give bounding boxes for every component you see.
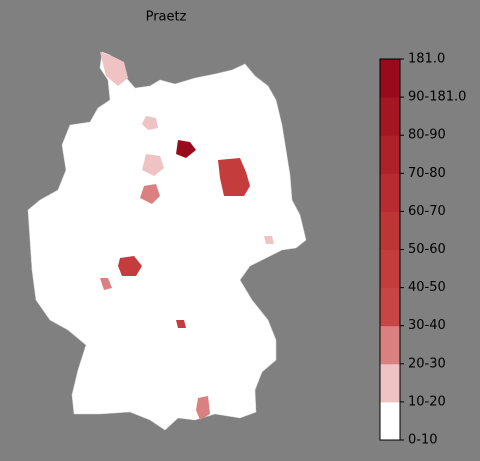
colorbar-label: 80-90 [408, 128, 446, 143]
colorbar-band [380, 287, 400, 327]
colorbar-label: 70-80 [408, 166, 446, 181]
colorbar-label: 60-70 [408, 204, 446, 219]
colorbar-label: 40-50 [408, 280, 446, 295]
region [100, 278, 112, 290]
colorbar-band [380, 249, 400, 289]
colorbar-band [380, 135, 400, 174]
region [118, 256, 142, 276]
colorbar-label: 10-20 [408, 394, 446, 409]
region [264, 236, 274, 244]
colorbar-label: 50-60 [408, 242, 446, 257]
colorbar-label: 30-40 [408, 318, 446, 333]
colorbar-band [380, 59, 400, 98]
region [218, 158, 250, 196]
colorbar-label: 20-30 [408, 356, 446, 371]
colorbar-band [380, 325, 400, 365]
colorbar-band [380, 211, 400, 250]
country-outline [27, 51, 307, 431]
colorbar-band [380, 401, 400, 441]
region [196, 396, 210, 420]
germany-map [27, 51, 307, 431]
region [142, 154, 164, 176]
region [176, 320, 186, 328]
region [140, 184, 160, 204]
region [142, 116, 158, 130]
colorbar-band [380, 173, 400, 212]
region [100, 52, 128, 86]
map-title: Praetz [146, 10, 187, 25]
colorbar-label: 0-10 [408, 433, 438, 448]
colorbar-label: 181.0 [408, 52, 445, 67]
colorbar: 0-10 10-20 20-30 30-40 40-50 50-60 60-70 70-80 8… [379, 52, 466, 448]
colorbar-band [380, 97, 400, 136]
colorbar-label: 90-181.0 [408, 90, 466, 105]
region [176, 140, 196, 158]
colorbar-band [380, 363, 400, 403]
